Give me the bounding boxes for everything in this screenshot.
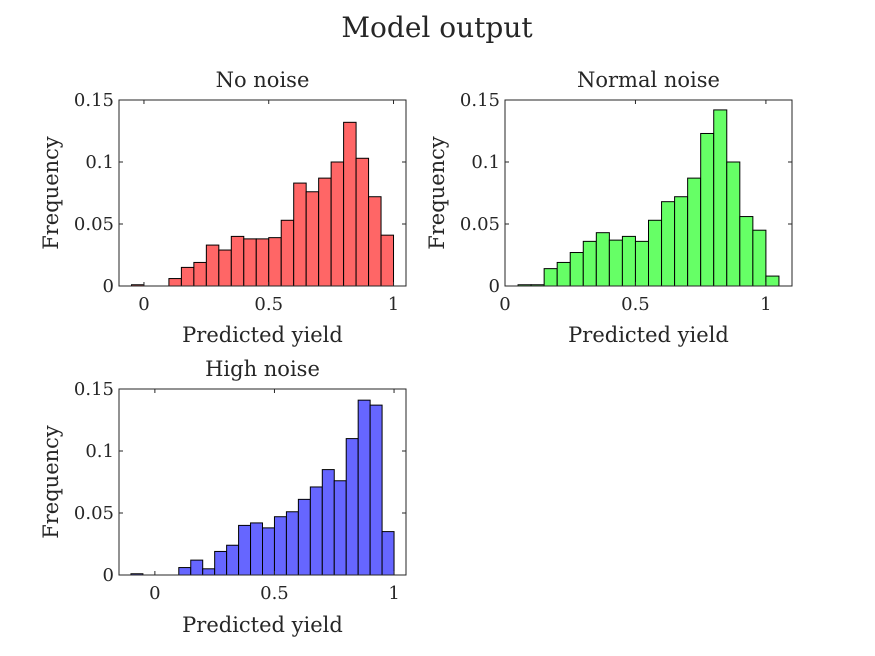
histogram-bar-3 — [168, 278, 182, 287]
tick-group: 0 0.5 1 0 0.05 0.1 0.15 — [74, 90, 406, 315]
histogram-bar-13 — [687, 177, 702, 287]
histogram-bar-15 — [309, 486, 323, 576]
bar-group — [130, 121, 395, 287]
histogram-bar-15 — [318, 177, 332, 287]
histogram-bar-11 — [268, 237, 282, 287]
x-tick-label: 0.5 — [254, 294, 283, 315]
axes-frame — [118, 388, 407, 576]
histogram-bar-21 — [381, 531, 395, 576]
histogram-bar-4 — [178, 567, 192, 576]
histogram-bar-4 — [180, 266, 195, 287]
bar-group — [130, 399, 395, 576]
histogram-bar-18 — [355, 157, 370, 287]
histogram-bar-6 — [202, 568, 216, 576]
histogram-bar-19 — [368, 196, 382, 287]
histogram-bar-12 — [273, 516, 287, 576]
histogram-bar-13 — [285, 511, 299, 576]
panel-normal-noise: Normal noise 0 0.5 1 0 0.05 0.1 0.15 Predicted… — [425, 68, 793, 347]
histogram-bar-7 — [608, 239, 623, 287]
histogram-bar-6 — [595, 232, 610, 287]
histogram-bar-11 — [262, 527, 275, 576]
histogram-bar-5 — [582, 240, 597, 287]
y-tick-label: 0.15 — [74, 90, 114, 111]
histogram-bar-8 — [230, 235, 245, 287]
x-tick-label: 0.5 — [260, 583, 289, 604]
tick-group: 0 0.5 1 0 0.05 0.1 0.15 — [74, 379, 406, 604]
histogram-bar-14 — [297, 498, 311, 576]
histogram-bar-3 — [556, 261, 571, 287]
histogram-bar-20 — [369, 404, 383, 576]
x-tick-label: 0.5 — [621, 294, 650, 315]
panel-title: Normal noise — [577, 68, 720, 92]
y-axis-label: Frequency — [39, 425, 63, 539]
histogram-bar-12 — [674, 196, 689, 287]
histogram-bar-13 — [293, 182, 307, 287]
histogram-bar-18 — [345, 438, 359, 576]
histogram-bar-17 — [333, 480, 347, 576]
y-tick-label: 0 — [103, 276, 114, 297]
y-tick-label: 0 — [489, 276, 500, 297]
histogram-bar-5 — [193, 261, 207, 287]
histogram-bar-14 — [700, 132, 715, 287]
y-tick-label: 0 — [103, 565, 114, 586]
bar-group — [517, 109, 780, 287]
figure-title: Model output — [341, 11, 533, 44]
histogram-bar-18 — [752, 229, 767, 287]
x-axis-label: Predicted yield — [182, 613, 343, 637]
histogram-bar-7 — [214, 550, 228, 576]
x-tick-label: 1 — [388, 294, 399, 315]
histogram-bar-12 — [280, 219, 295, 287]
histogram-bar-10 — [255, 238, 270, 287]
histogram-bar-16 — [321, 469, 335, 576]
y-tick-label: 0.05 — [74, 214, 114, 235]
axes-frame — [504, 99, 793, 287]
histogram-bar-17 — [343, 121, 357, 287]
x-tick-label: 0 — [138, 294, 149, 315]
y-tick-label: 0.05 — [74, 503, 114, 524]
histogram-bar-8 — [226, 544, 240, 576]
x-tick-label: 0 — [149, 583, 160, 604]
histogram-bar-11 — [661, 201, 676, 287]
tick-group: 0 0.5 1 0 0.05 0.1 0.15 — [460, 90, 792, 315]
y-tick-label: 0.15 — [74, 379, 114, 400]
histogram-bar-10 — [648, 219, 663, 287]
panel-no-noise: No noise 0 0.5 1 0 0.05 0.1 0.15 Predicted yie… — [39, 68, 407, 347]
histogram-bar-9 — [634, 240, 649, 287]
y-tick-label: 0.1 — [471, 152, 500, 173]
x-tick-label: 0 — [499, 294, 510, 315]
y-tick-label: 0.1 — [85, 441, 114, 462]
histogram-bar-19 — [357, 399, 371, 576]
histogram-bar-20 — [380, 234, 395, 287]
histogram-bar-7 — [218, 249, 232, 287]
histogram-bar-16 — [726, 161, 741, 287]
histogram-bar-8 — [621, 235, 636, 287]
axes-frame — [118, 99, 407, 287]
histogram-bar-17 — [739, 216, 754, 287]
panel-title: No noise — [216, 68, 310, 92]
panel-title: High noise — [205, 357, 320, 381]
y-axis-label: Frequency — [39, 136, 63, 250]
panel-high-noise: High noise 0 0.5 1 0 0.05 0.1 0.15 Predicted y… — [39, 357, 407, 637]
histogram-bar-10 — [250, 522, 264, 576]
histogram-bar-19 — [765, 275, 780, 287]
x-axis-label: Predicted yield — [182, 323, 343, 347]
histogram-bar-4 — [569, 252, 584, 287]
histogram-bar-6 — [205, 244, 220, 287]
histogram-bar-15 — [713, 109, 728, 287]
histogram-bar-5 — [190, 559, 204, 576]
histogram-bar-16 — [330, 161, 345, 287]
histogram-bar-9 — [238, 524, 252, 576]
x-tick-label: 1 — [760, 294, 771, 315]
x-axis-label: Predicted yield — [568, 323, 729, 347]
y-axis-label: Frequency — [425, 136, 449, 250]
y-tick-label: 0.15 — [460, 90, 500, 111]
histogram-bar-2 — [543, 268, 558, 287]
y-tick-label: 0.1 — [85, 152, 114, 173]
histogram-bar-14 — [305, 191, 320, 287]
x-tick-label: 1 — [388, 583, 399, 604]
histogram-bar-9 — [243, 238, 257, 287]
y-tick-label: 0.05 — [460, 214, 500, 235]
